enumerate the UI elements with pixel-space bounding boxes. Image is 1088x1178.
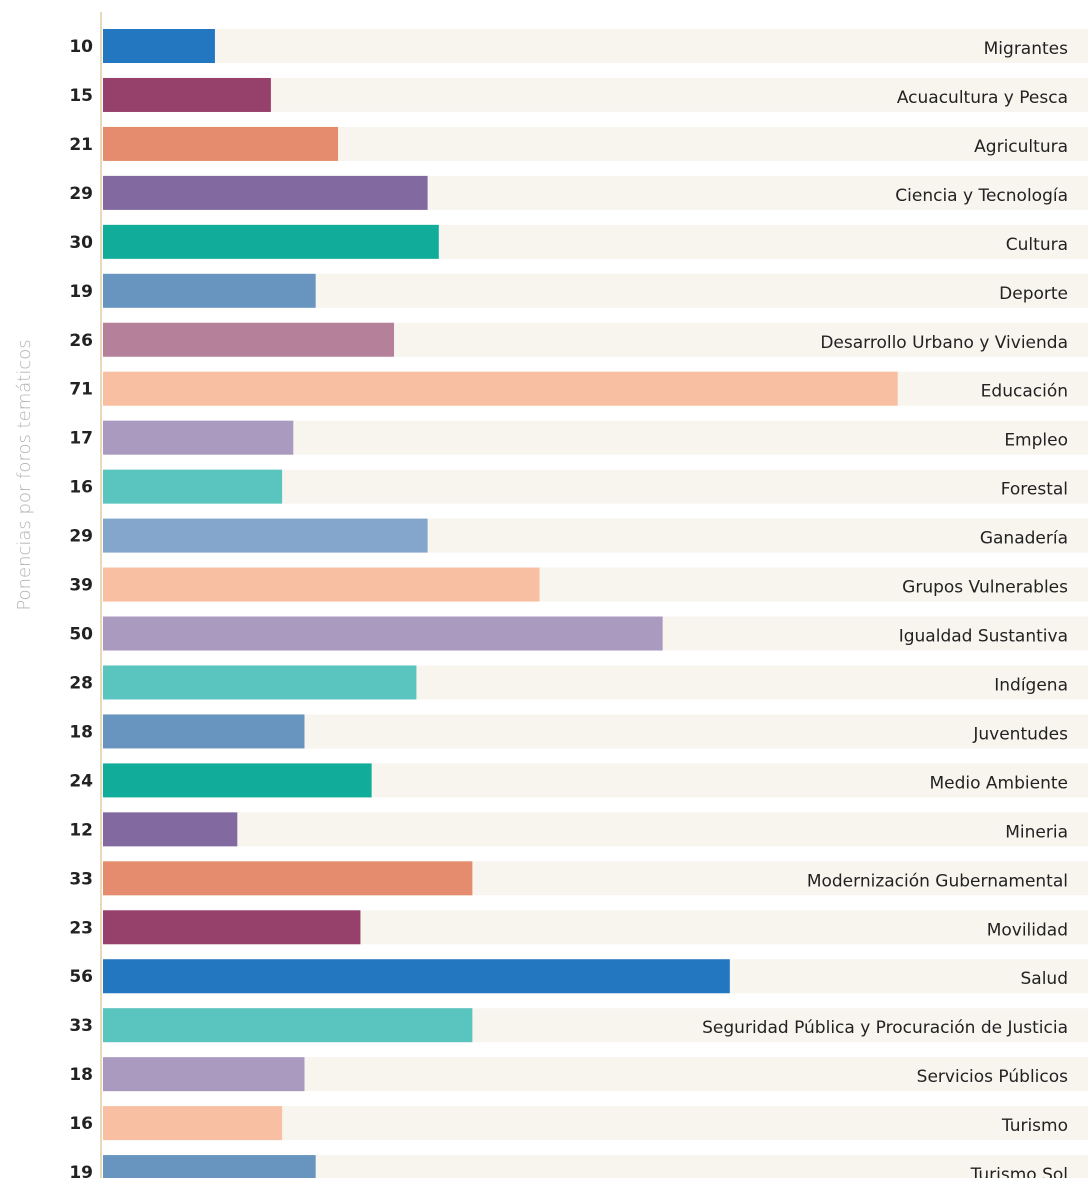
category-label: Migrantes — [984, 39, 1068, 59]
value-label: 71 — [69, 380, 93, 400]
bar — [103, 567, 540, 602]
value-label: 15 — [69, 86, 93, 106]
bar — [103, 77, 271, 112]
bar-track — [103, 812, 1088, 847]
bar — [103, 959, 730, 994]
value-label: 19 — [69, 1163, 93, 1178]
category-label: Ganadería — [980, 529, 1068, 549]
category-label: Acuacultura y Pesca — [897, 88, 1068, 108]
value-label: 23 — [69, 918, 93, 938]
value-label: 10 — [69, 37, 93, 57]
category-label: Educación — [981, 382, 1068, 402]
value-label: 56 — [69, 967, 93, 987]
category-label: Servicios Públicos — [917, 1067, 1068, 1087]
category-label: Deporte — [999, 284, 1068, 304]
category-label: Turismo Sol — [970, 1165, 1068, 1178]
value-label: 39 — [69, 576, 93, 596]
value-label: 19 — [69, 282, 93, 302]
bar — [103, 224, 439, 259]
value-label: 50 — [69, 625, 93, 645]
value-label: 33 — [69, 1016, 93, 1036]
bar — [103, 1106, 283, 1141]
bar — [103, 273, 316, 308]
value-label: 16 — [69, 478, 93, 498]
category-label: Salud — [1021, 969, 1069, 989]
value-label: 29 — [69, 184, 93, 204]
category-label: Forestal — [1001, 480, 1068, 500]
bar — [103, 469, 283, 504]
y-axis-label: Ponencias por foros temáticos — [14, 339, 35, 610]
value-label: 21 — [69, 135, 93, 155]
bar — [103, 518, 428, 553]
bar — [103, 1155, 316, 1178]
category-label: Medio Ambiente — [929, 773, 1068, 793]
bar — [103, 1057, 305, 1092]
bar — [103, 371, 898, 406]
bar — [103, 861, 473, 896]
bar — [103, 322, 395, 357]
value-label: 33 — [69, 869, 93, 889]
bar — [103, 1008, 473, 1043]
category-label: Turismo — [1001, 1116, 1068, 1136]
category-label: Seguridad Pública y Procuración de Justi… — [702, 1018, 1068, 1038]
value-label: 18 — [69, 722, 93, 742]
bar — [103, 29, 215, 63]
value-label: 16 — [69, 1114, 93, 1134]
category-label: Desarrollo Urbano y Vivienda — [820, 333, 1068, 353]
value-label: 26 — [69, 331, 93, 351]
bar-track — [103, 29, 1088, 63]
value-label: 12 — [69, 820, 93, 840]
value-label: 17 — [69, 429, 93, 449]
category-label: Agricultura — [974, 137, 1068, 157]
category-label: Movilidad — [987, 920, 1068, 940]
category-label: Indígena — [994, 675, 1068, 695]
category-label: Mineria — [1005, 822, 1068, 842]
bar-track — [103, 1155, 1088, 1178]
value-label: 18 — [69, 1065, 93, 1085]
value-label: 24 — [69, 771, 93, 791]
category-label: Modernización Gubernamental — [807, 871, 1068, 891]
bar — [103, 714, 305, 749]
category-label: Igualdad Sustantiva — [899, 627, 1068, 647]
bar — [103, 175, 428, 210]
bar — [103, 812, 238, 847]
bar — [103, 126, 339, 161]
bar — [103, 910, 361, 945]
category-label: Ciencia y Tecnología — [895, 186, 1068, 206]
value-label: 30 — [69, 233, 93, 253]
category-label: Empleo — [1004, 431, 1068, 451]
value-label: 29 — [69, 527, 93, 547]
bar — [103, 665, 417, 700]
category-label: Grupos Vulnerables — [902, 578, 1068, 598]
category-label: Cultura — [1006, 235, 1068, 255]
bar — [103, 616, 663, 651]
value-label: 28 — [69, 673, 93, 693]
category-label: Juventudes — [972, 724, 1068, 744]
bar — [103, 420, 294, 455]
bar — [103, 763, 372, 798]
